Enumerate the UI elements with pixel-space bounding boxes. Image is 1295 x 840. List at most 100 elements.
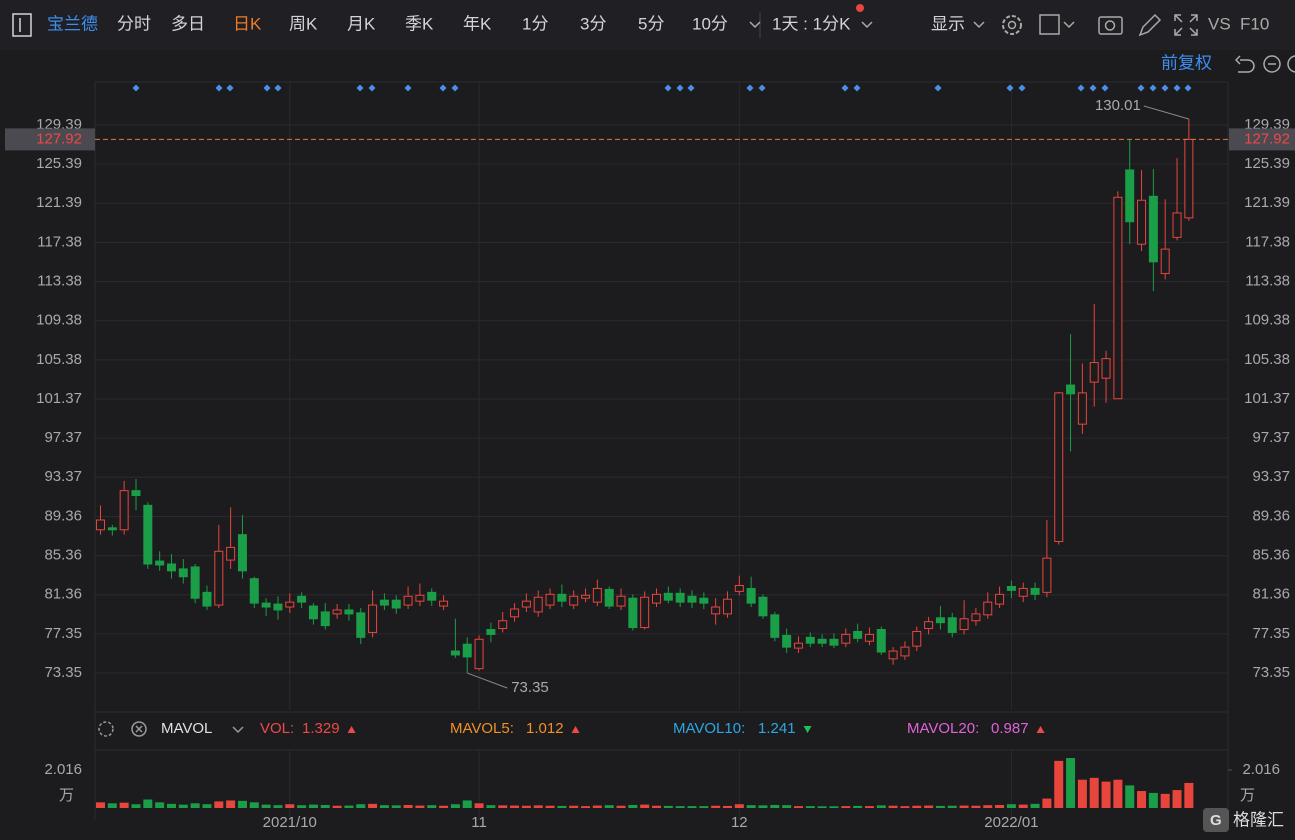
volume-bar <box>1184 782 1194 808</box>
dropdown-arrow[interactable] <box>861 21 873 29</box>
event-marker[interactable] <box>1161 84 1169 92</box>
event-marker[interactable] <box>1173 84 1181 92</box>
indicator-settings[interactable] <box>98 721 114 737</box>
event-marker[interactable] <box>132 84 140 92</box>
candle-body <box>462 643 472 658</box>
event-marker[interactable] <box>439 84 447 92</box>
settings-icon[interactable] <box>1002 15 1022 35</box>
volume-bar <box>249 802 259 808</box>
volume-bar <box>581 806 591 808</box>
period-tab[interactable]: 日K <box>233 14 262 33</box>
event-marker[interactable] <box>226 84 234 92</box>
y-tick-label: 85.36 <box>1252 547 1290 564</box>
event-marker[interactable] <box>1137 84 1145 92</box>
volume-bar <box>805 806 815 808</box>
event-marker[interactable] <box>368 84 376 92</box>
event-marker[interactable] <box>215 84 223 92</box>
event-marker[interactable] <box>746 84 754 92</box>
candle-body <box>1113 196 1123 400</box>
time-setting[interactable]: 1天 : 1分K <box>772 14 851 33</box>
event-marker[interactable] <box>676 84 684 92</box>
pen-icon[interactable] <box>1138 13 1162 37</box>
event-marker[interactable] <box>404 84 412 92</box>
event-marker[interactable] <box>1006 84 1014 92</box>
volume-bar <box>297 805 307 808</box>
volume-bar <box>983 805 993 808</box>
period-tab[interactable]: 季K <box>405 14 434 33</box>
event-marker[interactable] <box>451 84 459 92</box>
candle-body <box>604 588 614 607</box>
undo-icon[interactable] <box>1234 55 1255 73</box>
event-marker[interactable] <box>1184 84 1192 92</box>
dropdown-arrow[interactable] <box>973 21 985 29</box>
event-marker[interactable] <box>1101 84 1109 92</box>
period-tab[interactable]: 分时 <box>117 14 151 33</box>
stock-name[interactable]: 宝兰德 <box>47 14 98 33</box>
candle-body <box>557 593 567 602</box>
y-tick-label: 117.38 <box>37 233 82 250</box>
sidebar-toggle[interactable] <box>12 13 32 37</box>
dropdown-arrow[interactable] <box>1063 21 1075 29</box>
legend-name: VOL: <box>260 720 294 737</box>
event-marker[interactable] <box>934 84 942 92</box>
y-tick-label: 121.39 <box>36 194 82 211</box>
event-marker[interactable] <box>1018 84 1026 92</box>
period-tab[interactable]: 1分 <box>522 14 548 33</box>
adjust-mode[interactable]: 前复权 <box>1161 53 1212 72</box>
candle-body <box>214 550 224 606</box>
candle-body <box>379 599 389 606</box>
period-tab[interactable]: 多日 <box>171 14 205 33</box>
f10-button[interactable]: F10 <box>1240 14 1269 33</box>
volume-bar <box>876 805 886 808</box>
period-tab[interactable]: 年K <box>463 14 492 33</box>
indicator-name[interactable]: MAVOL <box>161 720 212 737</box>
y-tick-label: 93.37 <box>44 468 82 485</box>
period-tab[interactable]: 周K <box>289 14 318 33</box>
event-marker[interactable] <box>853 84 861 92</box>
candle-body <box>297 595 307 603</box>
zoom-in-icon[interactable] <box>1287 55 1295 73</box>
event-marker[interactable] <box>263 84 271 92</box>
event-marker[interactable] <box>687 84 695 92</box>
y-tick-label: 105.38 <box>1244 351 1290 368</box>
dropdown-arrow[interactable] <box>232 726 244 734</box>
event-marker[interactable] <box>1089 84 1097 92</box>
volume-bar <box>96 802 105 808</box>
period-tab[interactable]: 3分 <box>580 14 606 33</box>
fullscreen-icon[interactable] <box>1174 14 1198 36</box>
candle-body <box>1089 362 1099 383</box>
candle-body <box>900 646 910 657</box>
camera-icon[interactable] <box>1098 16 1123 35</box>
period-tab[interactable]: 5分 <box>638 14 664 33</box>
candle-body <box>1018 587 1028 597</box>
vs-button[interactable]: VS <box>1208 14 1231 33</box>
candle-body <box>391 599 401 609</box>
candle-body <box>439 600 449 607</box>
candle-body <box>356 612 366 638</box>
volume-bar <box>237 800 247 808</box>
zoom-out-icon[interactable] <box>1263 55 1281 73</box>
indicator-close[interactable] <box>131 721 147 737</box>
event-marker[interactable] <box>664 84 672 92</box>
legend-name: MAVOL10: <box>673 720 745 737</box>
volume-bar <box>604 805 614 808</box>
volume-bar <box>758 805 768 808</box>
event-marker[interactable] <box>356 84 364 92</box>
display-menu[interactable]: 显示 <box>931 14 965 33</box>
event-marker[interactable] <box>1077 84 1085 92</box>
draw-rect-icon[interactable] <box>1039 14 1060 35</box>
dropdown-arrow[interactable] <box>749 21 761 29</box>
candle-body <box>273 603 283 611</box>
y-tick-label: 101.37 <box>36 390 82 407</box>
event-marker[interactable] <box>274 84 282 92</box>
period-tab[interactable]: 月K <box>347 14 376 33</box>
y-tick-label: 121.39 <box>1244 194 1290 211</box>
candle-body <box>320 611 330 627</box>
event-marker[interactable] <box>1149 84 1157 92</box>
volume-bar <box>273 805 283 808</box>
volume-bar <box>107 803 117 808</box>
event-marker[interactable] <box>758 84 766 92</box>
period-tab[interactable]: 10分 <box>692 14 728 33</box>
event-marker[interactable] <box>841 84 849 92</box>
